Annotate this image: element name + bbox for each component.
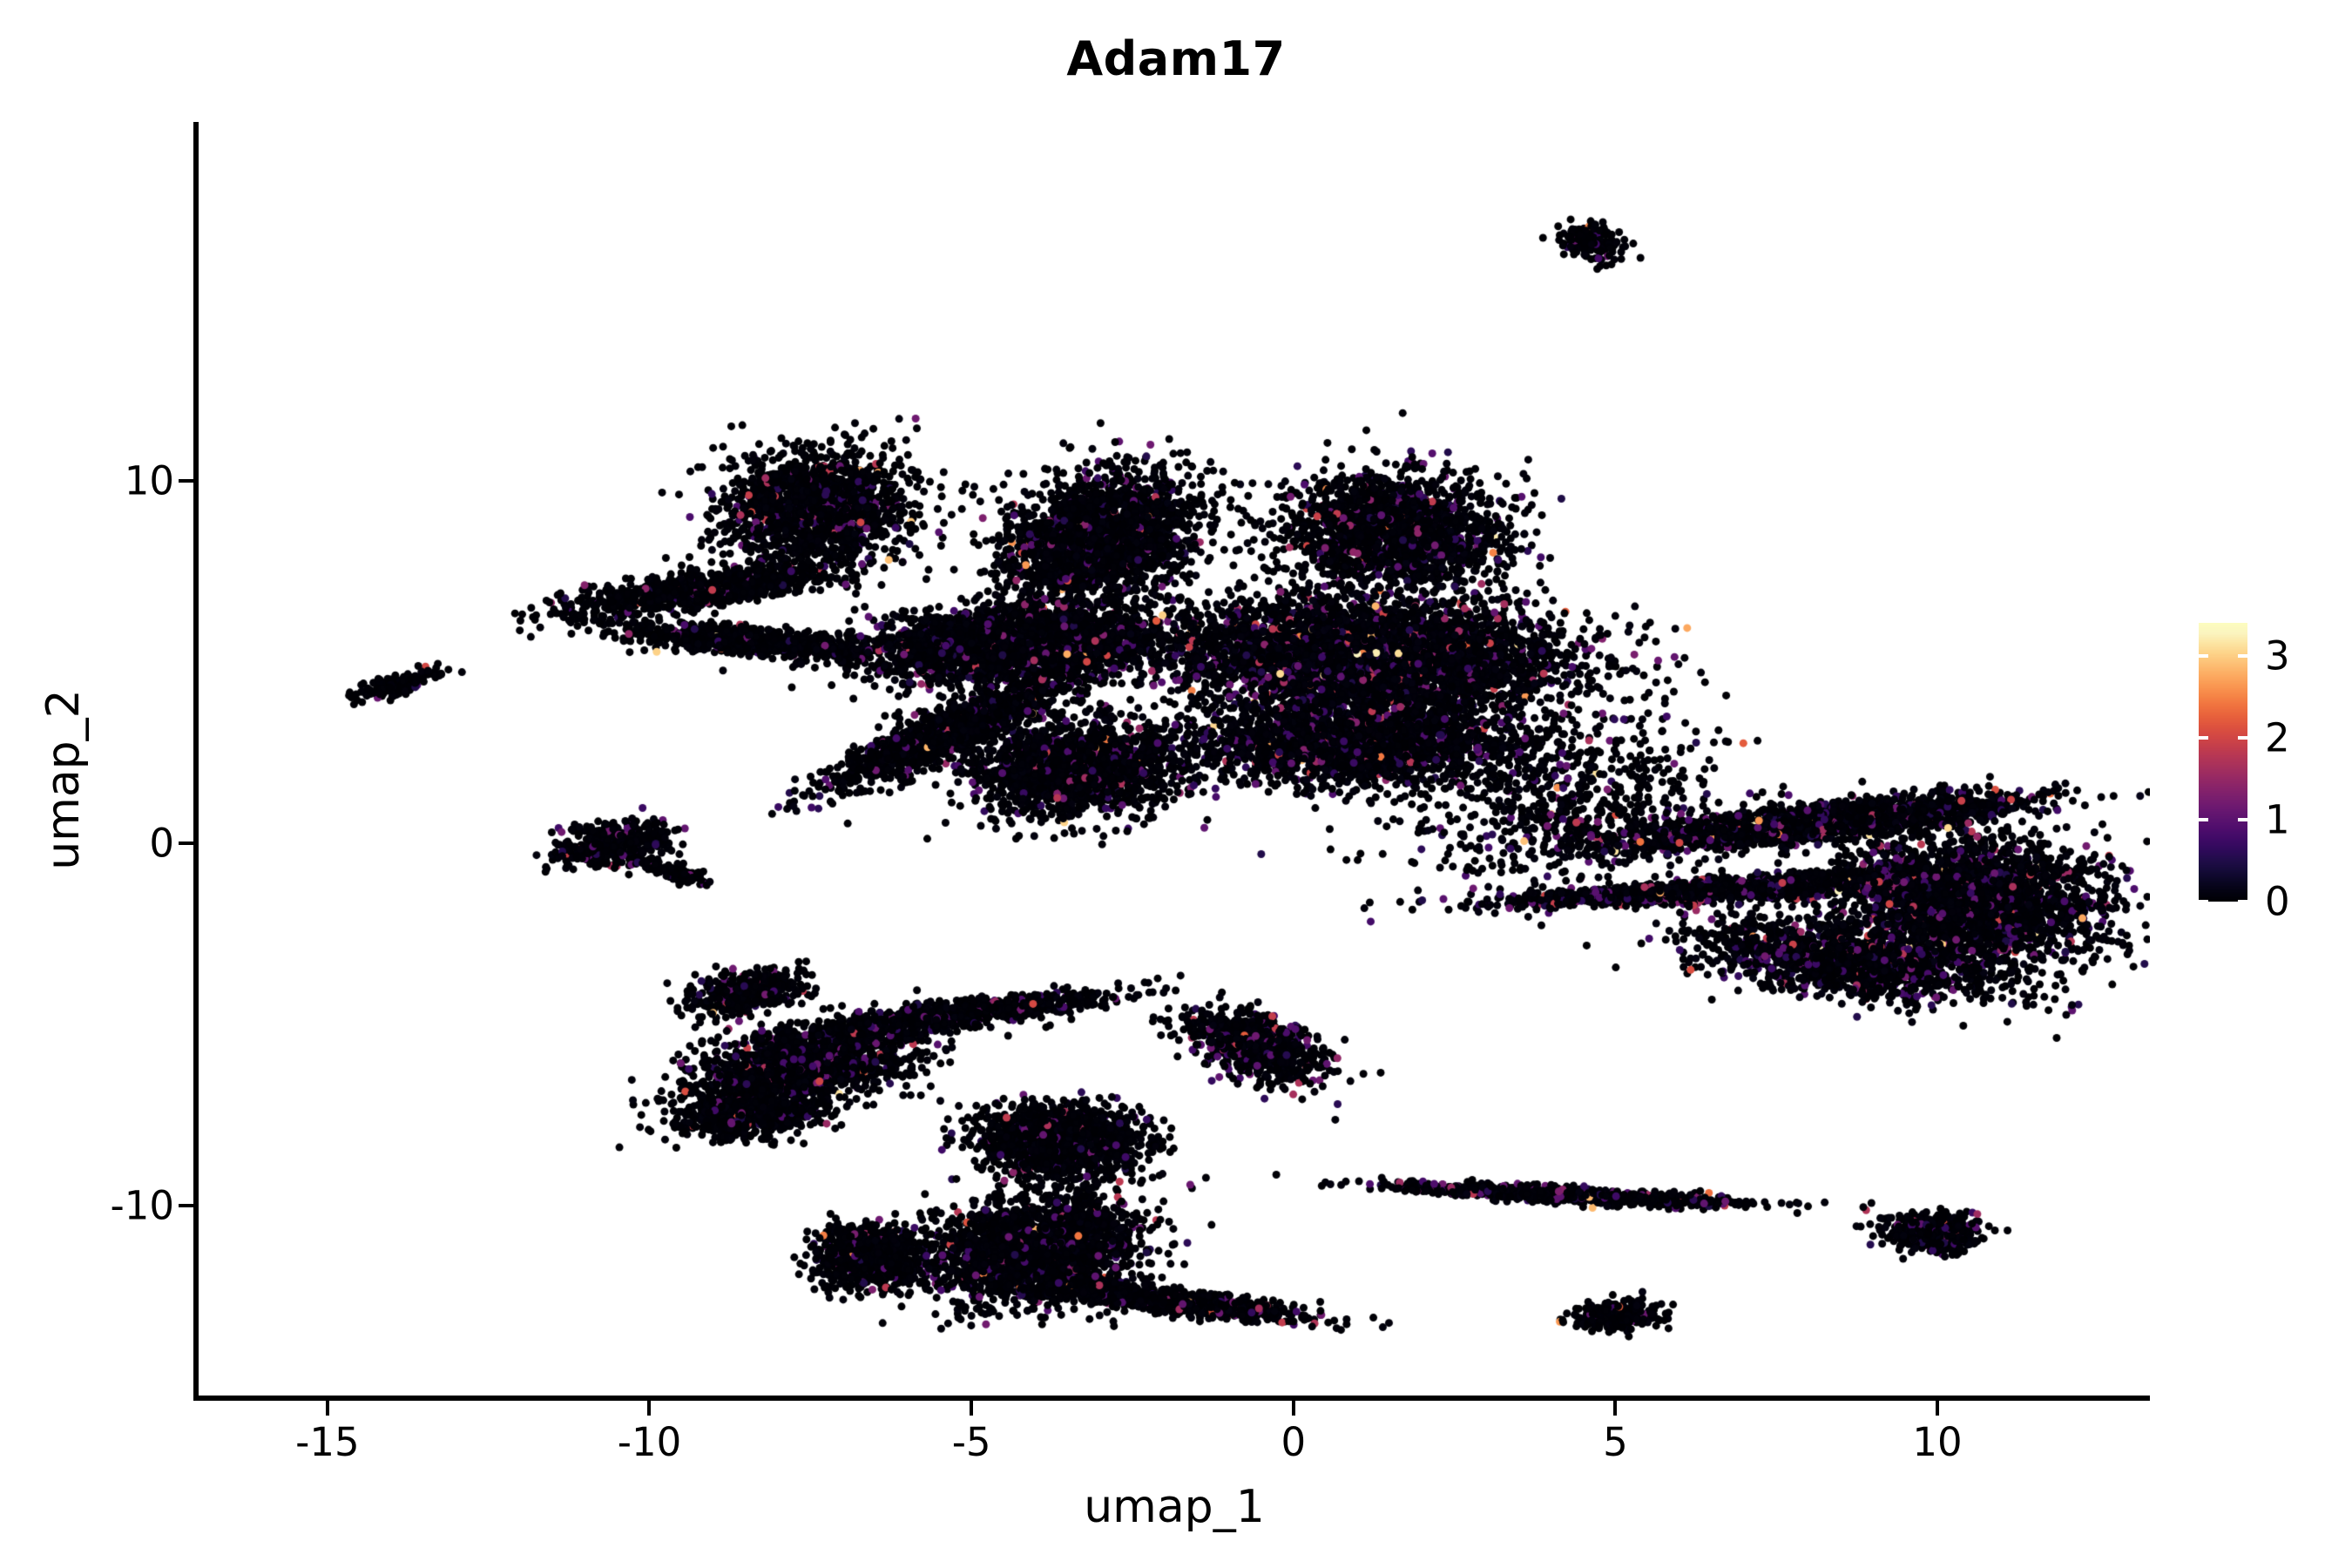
y-tick-label: 0 [149,820,174,867]
colorbar-tick-label: 1 [2265,796,2290,843]
y-tick-label: 10 [124,457,174,504]
x-tick-mark [1936,1401,1940,1416]
x-tick-mark [325,1401,329,1416]
plot-area [199,122,2150,1398]
colorbar-tick-mark [2238,653,2247,658]
colorbar-tick-mark [2238,900,2247,903]
colorbar-gradient [2199,623,2247,902]
colorbar-tick-mark [2238,735,2247,740]
y-axis-label: umap_2 [37,689,90,870]
colorbar-tick-mark [2238,817,2247,821]
x-tick-label: -15 [295,1419,360,1465]
colorbar-tick-label: 2 [2265,714,2290,761]
colorbar-tick-mark [2199,653,2208,658]
axis-spine-left [193,122,199,1401]
colorbar-tick-mark [2199,817,2208,821]
x-tick-label: -10 [617,1419,682,1465]
x-axis-label: umap_1 [1084,1481,1265,1533]
scatter-plot [199,122,2150,1398]
axis-spine-bottom [193,1396,2150,1401]
page-title: Adam17 [1066,31,1286,86]
x-tick-label: 5 [1603,1419,1628,1465]
colorbar-tick-label: 3 [2265,632,2290,679]
colorbar-tick-mark [2199,735,2208,740]
x-tick-label: 10 [1912,1419,1963,1465]
x-tick-mark [1291,1401,1295,1416]
y-tick-mark [179,1204,193,1208]
colorbar-tick-mark [2199,900,2208,903]
y-tick-mark [179,841,193,846]
x-tick-mark [647,1401,652,1416]
colorbar-tick-label: 0 [2265,878,2290,925]
y-tick-label: -10 [110,1182,175,1229]
y-tick-mark [179,479,193,483]
colorbar [2199,623,2247,902]
x-tick-label: 0 [1281,1419,1307,1465]
x-tick-label: -5 [951,1419,991,1465]
x-tick-mark [1613,1401,1618,1416]
x-tick-mark [970,1401,974,1416]
